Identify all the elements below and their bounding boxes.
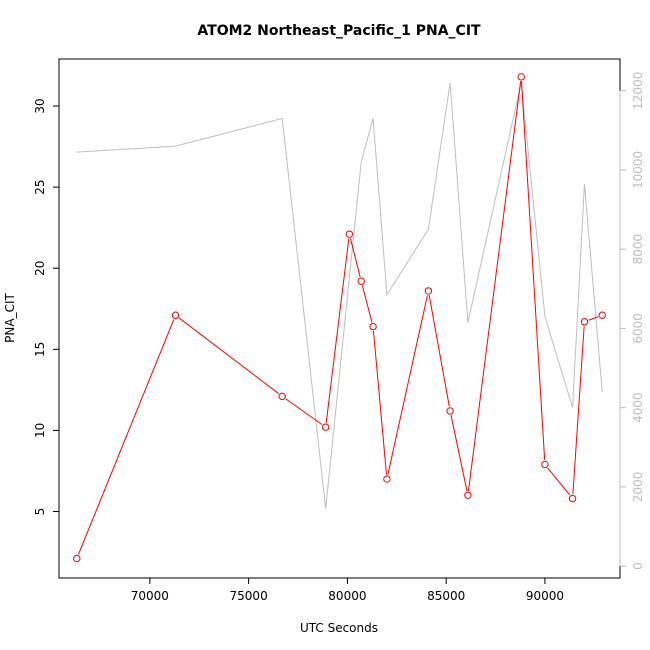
x-axis: 70000 75000 80000 85000 90000	[131, 578, 564, 603]
series-segment	[372, 330, 388, 475]
data-point	[446, 407, 454, 415]
series-segment	[387, 295, 428, 475]
series-line	[76, 82, 603, 509]
series-segment	[178, 317, 280, 395]
y-tick-label: 10	[33, 423, 47, 438]
data-point	[73, 554, 81, 563]
series-segment	[572, 326, 585, 495]
data-point	[541, 460, 549, 469]
series-segment	[547, 467, 571, 496]
y2-axis: 0 2000 4000 6000 8000 10000 12000	[619, 72, 645, 570]
series-segment	[521, 81, 546, 461]
y2-tick-label: 6000	[631, 313, 645, 344]
series-segment	[467, 81, 522, 491]
x-tick-label: 75000	[230, 589, 268, 603]
data-point	[598, 311, 606, 319]
data-point	[171, 311, 180, 319]
y-tick-label: 30	[33, 98, 47, 113]
chart-title: ATOM2 Northeast_Pacific_1 PNA_CIT	[197, 23, 481, 39]
y-axis: 5 10 15 20 25 30	[33, 98, 59, 515]
x-tick-label: 80000	[328, 589, 366, 603]
data-point	[357, 277, 365, 285]
x-axis-label: UTC Seconds	[300, 621, 378, 635]
y-axis-label: PNA_CIT	[3, 292, 17, 342]
series-segment	[285, 398, 323, 426]
series-segment	[588, 316, 599, 321]
series-segment	[325, 238, 350, 423]
series-segment	[77, 319, 175, 555]
y2-tick-label: 0	[631, 562, 645, 570]
series-segment	[450, 415, 468, 492]
x-tick-label: 85000	[427, 589, 465, 603]
data-point	[345, 230, 354, 238]
y2-tick-label: 4000	[631, 392, 645, 423]
x-tick-label: 70000	[131, 589, 169, 603]
y2-tick-label: 8000	[631, 234, 645, 265]
series-segment	[428, 295, 450, 407]
y2-tick-label: 10000	[631, 151, 645, 189]
series-segment	[349, 238, 361, 278]
data-point	[369, 322, 377, 331]
y2-tick-label: 12000	[631, 72, 645, 110]
series-layer	[73, 73, 606, 563]
y-tick-label: 20	[33, 261, 47, 276]
data-point	[321, 423, 330, 431]
data-point	[464, 491, 472, 499]
data-point	[424, 287, 433, 295]
y-tick-label: 25	[33, 179, 47, 194]
x-tick-label: 90000	[526, 589, 564, 603]
y2-tick-label: 2000	[631, 472, 645, 503]
data-point	[278, 392, 286, 401]
series-segment	[361, 285, 373, 323]
data-point	[568, 494, 577, 503]
data-point	[517, 73, 525, 81]
y-tick-label: 5	[33, 508, 47, 516]
data-point	[383, 475, 391, 483]
y-tick-label: 15	[33, 342, 47, 357]
data-point	[580, 318, 589, 326]
